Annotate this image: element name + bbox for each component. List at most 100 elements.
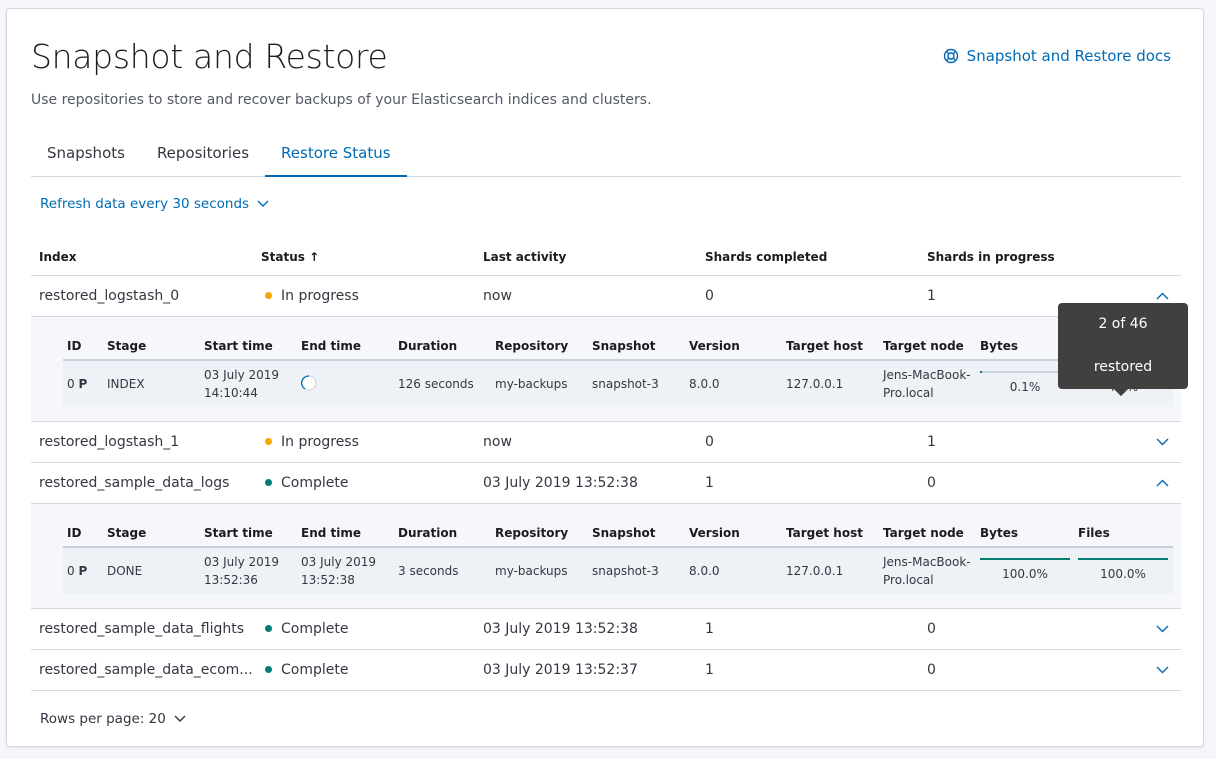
shards-in-progress: 0 bbox=[927, 475, 936, 491]
status-badge: Complete bbox=[265, 650, 348, 690]
shard-target-node: Jens-MacBook- Pro.local bbox=[883, 555, 971, 587]
chevron-down-icon[interactable] bbox=[1156, 621, 1169, 637]
shards-in-progress: 1 bbox=[927, 288, 936, 304]
primary-badge: P bbox=[78, 377, 88, 391]
index-name: restored_sample_data_flights bbox=[39, 621, 245, 637]
shard-col-start-time: Start time bbox=[204, 526, 273, 540]
shards-completed: 1 bbox=[705, 475, 714, 491]
chevron-up-icon[interactable] bbox=[1156, 475, 1169, 491]
shard-row: 0 P DONE 03 July 2019 13:52:36 03 July 2019… bbox=[63, 548, 1173, 594]
files-progress-fill bbox=[1078, 558, 1168, 560]
shard-id: 0 P bbox=[67, 564, 88, 578]
page-description: Use repositories to store and recover ba… bbox=[31, 92, 652, 108]
table-row: restored_logstash_1 In progress now 0 1 bbox=[31, 422, 1181, 463]
last-activity: now bbox=[483, 434, 512, 450]
rows-per-page-button[interactable]: Rows per page: 20 bbox=[40, 711, 186, 727]
shard-duration: 126 seconds bbox=[398, 377, 474, 391]
shard-col-bytes: Bytes bbox=[980, 526, 1018, 540]
chevron-down-icon bbox=[174, 715, 186, 722]
index-name: restored_sample_data_ecom... bbox=[39, 662, 253, 678]
chevron-down-icon[interactable] bbox=[1156, 434, 1169, 450]
shard-col-start-time: Start time bbox=[204, 339, 273, 353]
bytes-progress-fill bbox=[980, 371, 982, 373]
status-badge: Complete bbox=[265, 463, 348, 503]
refresh-label: Refresh data every 30 seconds bbox=[40, 196, 250, 212]
shard-snapshot: snapshot-3 bbox=[592, 564, 659, 578]
bytes-progress-fill bbox=[980, 558, 1070, 560]
rows-per-page-label: Rows per page: 20 bbox=[40, 711, 166, 727]
tab-restore-status[interactable]: Restore Status bbox=[265, 139, 407, 177]
shard-table-header: ID Stage Start time End time Duration Reposit… bbox=[63, 518, 1173, 548]
status-dot-icon bbox=[265, 479, 272, 486]
shard-col-version: Version bbox=[689, 526, 740, 540]
shard-col-id: ID bbox=[67, 339, 82, 353]
status-dot-icon bbox=[265, 438, 272, 445]
last-activity: now bbox=[483, 288, 512, 304]
shard-target-node: Jens-MacBook- Pro.local bbox=[883, 368, 971, 400]
docs-link[interactable]: Snapshot and Restore docs bbox=[943, 47, 1171, 65]
status-dot-icon bbox=[265, 666, 272, 673]
shards-in-progress: 0 bbox=[927, 621, 936, 637]
last-activity: 03 July 2019 13:52:37 bbox=[483, 662, 638, 678]
shard-repository: my-backups bbox=[495, 564, 568, 578]
shard-col-bytes: Bytes bbox=[980, 339, 1018, 353]
shard-col-snapshot: Snapshot bbox=[592, 339, 656, 353]
col-status[interactable]: Status ↑ bbox=[261, 239, 319, 275]
tab-snapshots[interactable]: Snapshots bbox=[47, 144, 125, 162]
table-row: restored_sample_data_flights Complete 03… bbox=[31, 609, 1181, 650]
shard-row: 0 P INDEX 03 July 2019 14:10:44 126 second… bbox=[63, 361, 1173, 407]
chevron-up-icon[interactable] bbox=[1156, 288, 1169, 304]
shard-details: ID Stage Start time End time Duration Reposit… bbox=[31, 317, 1181, 422]
bytes-progress: 100.0% bbox=[980, 558, 1070, 581]
tab-repositories[interactable]: Repositories bbox=[156, 144, 250, 162]
shard-col-id: ID bbox=[67, 526, 82, 540]
last-activity: 03 July 2019 13:52:38 bbox=[483, 475, 638, 491]
restore-table: Index Status ↑ Last activity Shards comp… bbox=[31, 239, 1181, 691]
table-row: restored_logstash_0 In progress now 0 1 bbox=[31, 276, 1181, 317]
col-status-label: Status bbox=[261, 250, 305, 264]
shard-col-target-host: Target host bbox=[786, 339, 863, 353]
shard-col-duration: Duration bbox=[398, 526, 458, 540]
help-icon bbox=[943, 48, 958, 64]
col-shards-completed[interactable]: Shards completed bbox=[705, 250, 828, 264]
shard-repository: my-backups bbox=[495, 377, 568, 391]
index-name: restored_logstash_1 bbox=[39, 434, 180, 450]
shard-stage: DONE bbox=[107, 564, 143, 578]
shard-col-files: Files bbox=[1078, 526, 1110, 540]
index-name: restored_logstash_0 bbox=[39, 288, 180, 304]
shard-col-duration: Duration bbox=[398, 339, 458, 353]
shard-col-stage: Stage bbox=[107, 339, 147, 353]
shard-details: ID Stage Start time End time Duration Reposit… bbox=[31, 504, 1181, 609]
shards-in-progress: 1 bbox=[927, 434, 936, 450]
chevron-down-icon[interactable] bbox=[1156, 662, 1169, 678]
status-badge: Complete bbox=[265, 609, 348, 649]
last-activity: 03 July 2019 13:52:38 bbox=[483, 621, 638, 637]
status-badge: In progress bbox=[265, 422, 359, 462]
tabs: Snapshots Repositories Restore Status bbox=[31, 139, 1181, 177]
files-progress-tooltip: 2 of 46 restored bbox=[1058, 303, 1188, 389]
shards-completed: 0 bbox=[705, 288, 714, 304]
shards-in-progress: 0 bbox=[927, 662, 936, 678]
col-last-activity[interactable]: Last activity bbox=[483, 250, 567, 264]
shard-col-end-time: End time bbox=[301, 526, 361, 540]
refresh-interval-button[interactable]: Refresh data every 30 seconds bbox=[40, 196, 269, 212]
shard-id: 0 P bbox=[67, 377, 88, 391]
shard-col-target-host: Target host bbox=[786, 526, 863, 540]
status-dot-icon bbox=[265, 625, 272, 632]
loading-spinner-icon bbox=[301, 375, 317, 396]
shard-col-repository: Repository bbox=[495, 526, 569, 540]
shard-col-target-node: Target node bbox=[883, 526, 964, 540]
col-shards-in-progress[interactable]: Shards in progress bbox=[927, 250, 1055, 264]
index-name: restored_sample_data_logs bbox=[39, 475, 230, 491]
table-header: Index Status ↑ Last activity Shards comp… bbox=[31, 239, 1181, 276]
shard-version: 8.0.0 bbox=[689, 564, 720, 578]
shard-target-host: 127.0.0.1 bbox=[786, 377, 844, 391]
shards-completed: 1 bbox=[705, 662, 714, 678]
shard-snapshot: snapshot-3 bbox=[592, 377, 659, 391]
col-index[interactable]: Index bbox=[39, 250, 77, 264]
shard-start-time: 03 July 2019 14:10:44 bbox=[204, 368, 280, 400]
page-title: Snapshot and Restore bbox=[31, 37, 388, 76]
status-dot-icon bbox=[265, 292, 272, 299]
panel: Snapshot and Restore Snapshot and Restor… bbox=[6, 8, 1204, 747]
shard-col-snapshot: Snapshot bbox=[592, 526, 656, 540]
